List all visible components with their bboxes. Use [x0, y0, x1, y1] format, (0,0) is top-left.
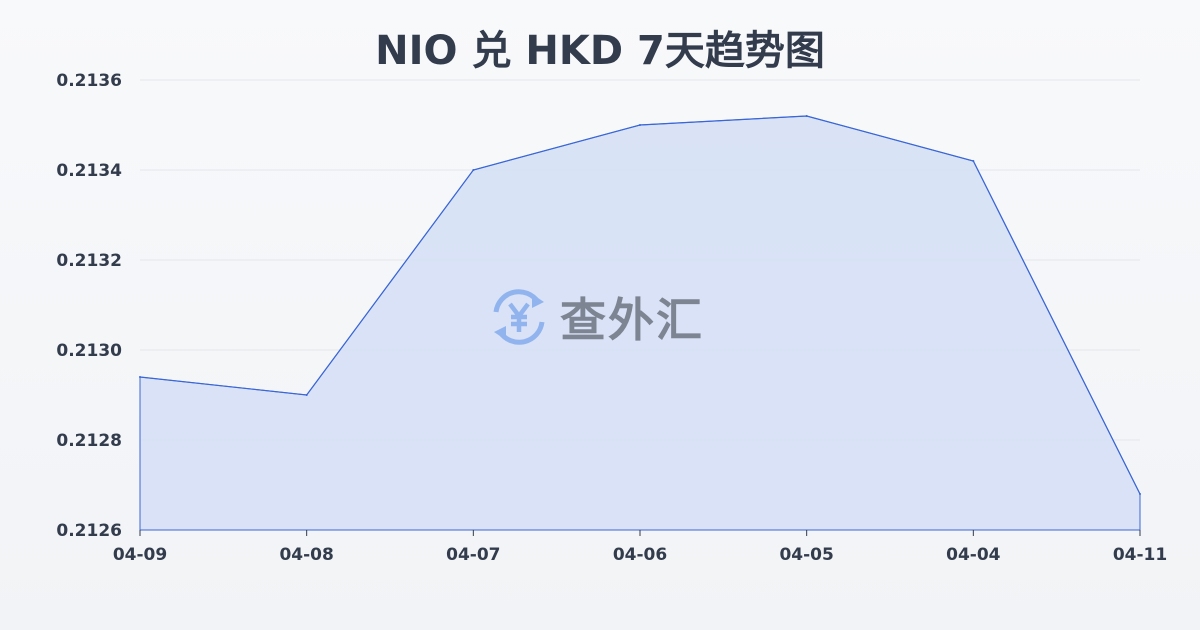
watermark: 查外汇: [488, 284, 704, 350]
data-point: [305, 394, 308, 396]
data-point: [139, 376, 141, 378]
y-tick-label: 0.2128: [56, 431, 122, 451]
data-point: [639, 124, 641, 126]
y-tick-label: 0.2136: [56, 71, 122, 91]
data-point: [805, 115, 808, 117]
y-tick-label: 0.2134: [56, 161, 122, 181]
chart-title: NIO 兑 HKD 7天趋势图: [375, 28, 825, 74]
watermark-text: 查外汇: [560, 293, 704, 347]
x-tick-label: 04-05: [779, 545, 833, 565]
x-tick-label: 04-07: [446, 545, 500, 565]
x-tick-label: 04-11: [1113, 545, 1167, 565]
x-tick-label: 04-08: [279, 545, 333, 565]
x-tick-label: 04-06: [613, 545, 667, 565]
x-tick-label: 04-04: [946, 545, 1001, 565]
y-tick-label: 0.2126: [56, 521, 122, 541]
data-point: [472, 169, 475, 171]
y-tick-label: 0.2132: [56, 251, 122, 271]
x-tick-label: 04-09: [113, 545, 167, 565]
data-point: [1139, 493, 1141, 495]
yen-exchange-icon: [493, 289, 545, 345]
y-tick-label: 0.2130: [56, 341, 122, 361]
data-point: [972, 160, 975, 162]
